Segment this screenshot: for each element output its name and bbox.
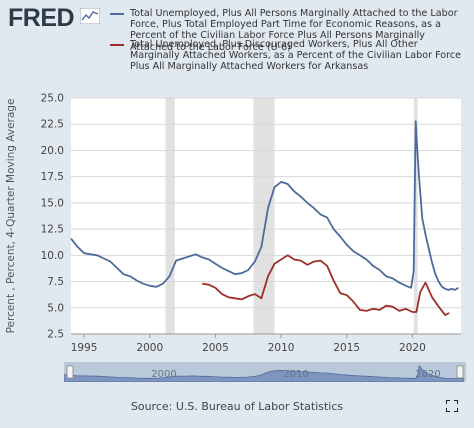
x-tick-label: 2020 xyxy=(399,342,426,354)
navigator-left-handle[interactable] xyxy=(66,365,74,379)
y-tick-label: 10.0 xyxy=(41,250,64,262)
navigator-label: 2010 xyxy=(283,369,308,380)
navigator-right-handle[interactable] xyxy=(456,365,464,379)
legend-swatch-u6 xyxy=(110,13,124,15)
x-tick-label: 1995 xyxy=(71,342,98,354)
x-tick-label: 2010 xyxy=(268,342,295,354)
x-tick-label: 2000 xyxy=(136,342,163,354)
legend-item-u6[interactable]: Total Unemployed, Plus All Persons Margi… xyxy=(110,8,470,53)
recession-band xyxy=(253,98,275,334)
navigator-series-area xyxy=(64,364,464,382)
series-line-arkansas[interactable] xyxy=(202,254,450,317)
series-line-u6[interactable] xyxy=(70,120,459,291)
source-note: Source: U.S. Bureau of Labor Statistics xyxy=(130,400,344,413)
fred-logo[interactable]: FRED xyxy=(8,4,75,32)
recession-band xyxy=(413,98,418,334)
legend-label-arkansas: Total Unemployed, Plus Discouraged Worke… xyxy=(130,38,462,73)
legend-item-arkansas[interactable]: Total Unemployed, Plus Discouraged Worke… xyxy=(110,39,470,73)
y-tick-label: 17.5 xyxy=(41,171,64,183)
logo-chart-icon xyxy=(80,8,100,24)
x-tick-label: 2015 xyxy=(333,342,360,354)
recession-band xyxy=(165,98,175,334)
navigator-label: 2000 xyxy=(151,369,176,380)
legend-label-u6: Total Unemployed, Plus All Persons Margi… xyxy=(130,8,458,53)
fullscreen-icon[interactable] xyxy=(446,400,458,412)
y-tick-label: 15.0 xyxy=(41,197,64,209)
x-tick-label: 2005 xyxy=(202,342,229,354)
y-tick-label: 7.5 xyxy=(47,276,64,288)
chart-legend: Total Unemployed, Plus All Persons Margi… xyxy=(110,8,470,72)
y-tick-label: 5.0 xyxy=(47,302,64,314)
navigator-label: 2020 xyxy=(415,369,440,380)
y-tick-label: 22.5 xyxy=(41,119,64,131)
y-tick-label: 12.5 xyxy=(41,224,64,236)
y-tick-label: 25.0 xyxy=(41,93,64,105)
legend-swatch-arkansas xyxy=(110,43,124,46)
y-tick-label: 20.0 xyxy=(41,145,64,157)
range-navigator[interactable]: 2000 2010 2020 xyxy=(64,362,466,382)
y-tick-label: 2.5 xyxy=(47,329,64,341)
